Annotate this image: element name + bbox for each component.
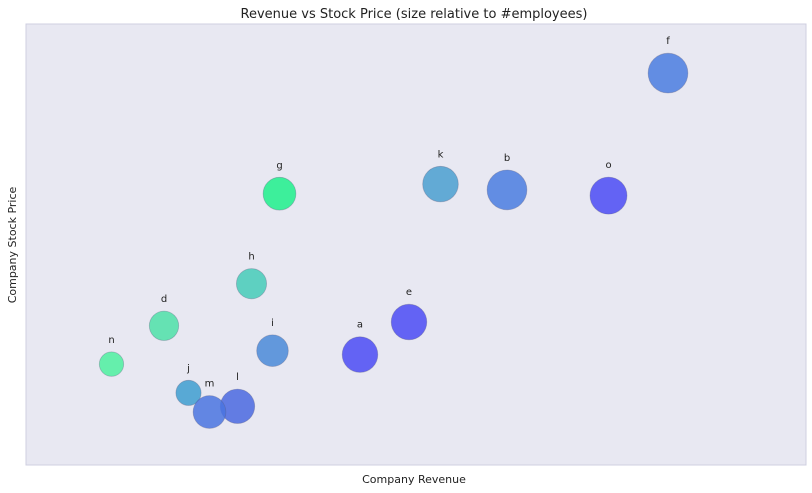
data-point-n <box>98 351 125 377</box>
x-axis-label: Company Revenue <box>362 473 466 486</box>
data-points <box>98 52 689 429</box>
chart-title: Revenue vs Stock Price (size relative to… <box>241 7 588 22</box>
data-label-l: l <box>236 372 239 383</box>
data-point-j <box>175 379 202 406</box>
plot-area <box>25 23 807 466</box>
data-point-f <box>647 52 689 94</box>
data-label-o: o <box>605 160 611 171</box>
data-label-e: e <box>406 287 412 298</box>
data-label-d: d <box>161 294 167 305</box>
data-point-l <box>219 388 256 424</box>
y-axis-label: Company Stock Price <box>6 186 19 303</box>
data-label-b: b <box>504 153 510 164</box>
data-label-g: g <box>276 160 282 171</box>
data-point-g <box>262 176 297 211</box>
data-point-e <box>390 303 428 341</box>
data-point-d <box>148 310 180 341</box>
data-label-m: m <box>205 379 215 390</box>
data-label-h: h <box>248 252 254 263</box>
data-point-i <box>256 334 289 367</box>
data-point-o <box>589 176 628 215</box>
data-point-k <box>422 165 459 203</box>
data-label-i: i <box>271 318 274 329</box>
data-point-m <box>192 395 227 429</box>
data-point-a <box>341 336 379 373</box>
data-point-h <box>235 268 267 300</box>
data-label-j: j <box>186 363 190 374</box>
data-label-a: a <box>357 320 363 331</box>
data-label-k: k <box>438 149 444 160</box>
data-labels: a b d e f g h i j k l m n o <box>108 36 670 390</box>
data-label-n: n <box>108 335 114 346</box>
data-label-f: f <box>666 36 670 47</box>
data-point-b <box>486 169 528 211</box>
